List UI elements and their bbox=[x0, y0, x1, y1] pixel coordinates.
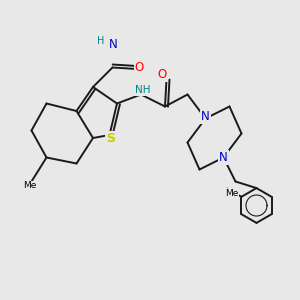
Text: NH: NH bbox=[135, 85, 150, 95]
Text: N: N bbox=[219, 151, 228, 164]
Text: H: H bbox=[97, 35, 104, 46]
Text: Me: Me bbox=[23, 182, 37, 190]
Text: Me: Me bbox=[225, 188, 238, 197]
Text: S: S bbox=[106, 131, 116, 145]
Text: N: N bbox=[201, 110, 210, 124]
Text: O: O bbox=[135, 61, 144, 74]
Text: N: N bbox=[109, 38, 118, 52]
Text: O: O bbox=[158, 68, 166, 82]
